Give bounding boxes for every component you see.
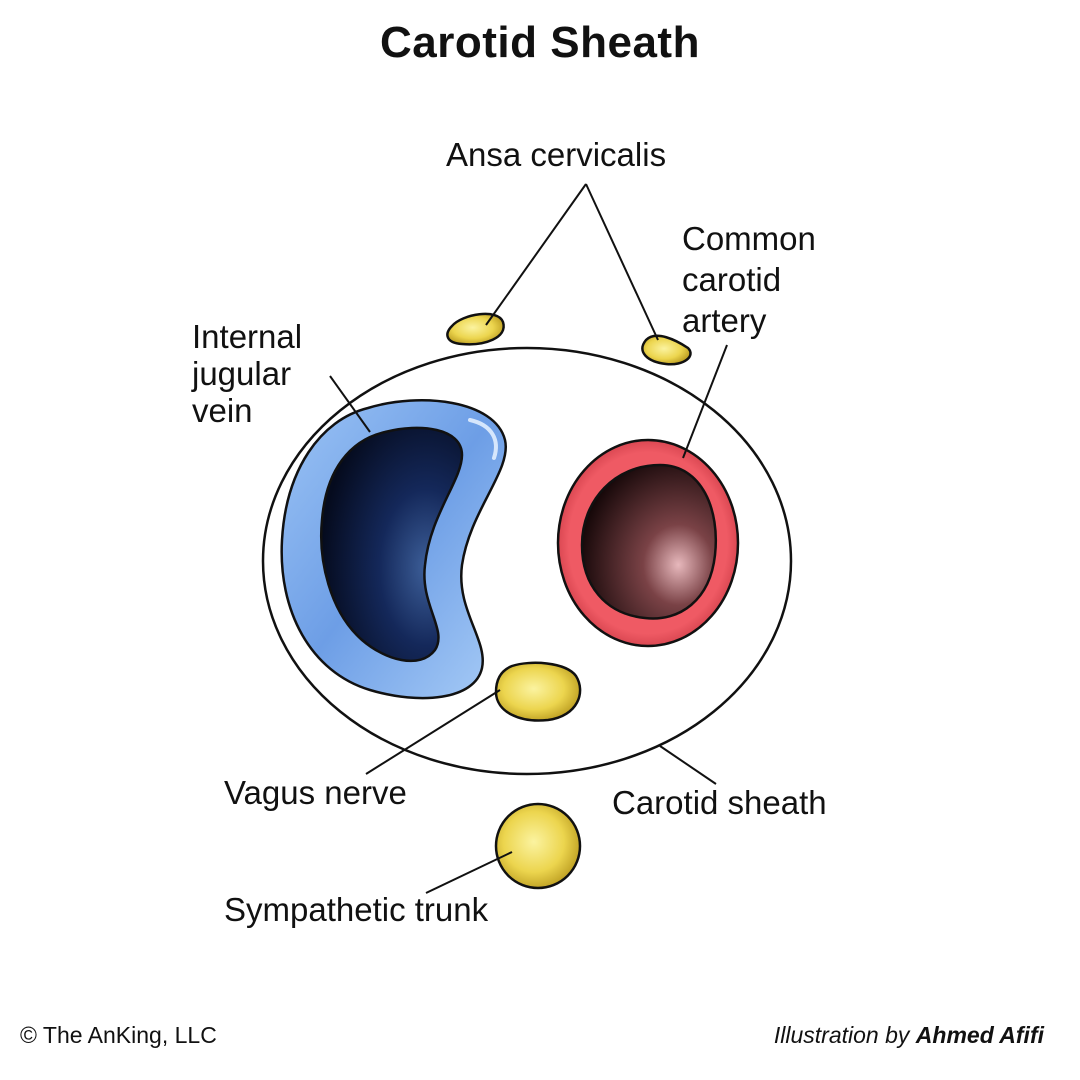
- label-jugular-line-3: vein: [192, 392, 253, 429]
- label-common-carotid-artery: Common carotid artery: [682, 218, 816, 341]
- leader-ansa-right: [585, 183, 659, 341]
- leader-sympathetic: [425, 851, 513, 894]
- label-ansa-cervicalis: Ansa cervicalis: [446, 136, 667, 173]
- leader-jugular-vein: [329, 375, 371, 433]
- label-common-carotid-line-2: carotid: [682, 261, 782, 298]
- leader-vagus: [365, 689, 501, 775]
- illustration-credit-prefix: Illustration by: [773, 1022, 916, 1048]
- leader-lines: [329, 183, 728, 894]
- vagus-nerve-shape: [494, 661, 582, 722]
- label-vagus-nerve: Vagus nerve: [224, 774, 407, 811]
- internal-jugular-vein-highlight: [468, 418, 498, 460]
- common-carotid-artery-lumen: [580, 463, 718, 620]
- label-common-carotid-line-1: Common: [682, 220, 816, 257]
- ansa-cervicalis-right: [641, 334, 692, 366]
- label-internal-jugular-vein: Internal jugular vein: [192, 318, 302, 429]
- diagram-title: Carotid Sheath: [380, 18, 700, 67]
- leader-ansa-left: [485, 183, 587, 326]
- leader-carotid-artery: [682, 344, 728, 459]
- label-carotid-sheath: Carotid sheath: [612, 784, 827, 821]
- leader-sheath: [659, 745, 717, 785]
- internal-jugular-vein-lumen: [320, 426, 464, 663]
- copyright-notice: © The AnKing, LLC: [20, 1022, 217, 1048]
- label-common-carotid-line-3: artery: [682, 302, 767, 339]
- illustrator-name: Ahmed Afifi: [915, 1022, 1044, 1048]
- sympathetic-trunk-shape: [494, 802, 582, 890]
- ansa-cervicalis-left: [446, 312, 505, 346]
- label-jugular-line-1: Internal: [192, 318, 303, 355]
- illustration-credit: Illustration by Ahmed Afifi: [774, 1022, 1044, 1049]
- label-jugular-line-2: jugular: [192, 355, 292, 392]
- label-sympathetic-trunk: Sympathetic trunk: [224, 891, 489, 928]
